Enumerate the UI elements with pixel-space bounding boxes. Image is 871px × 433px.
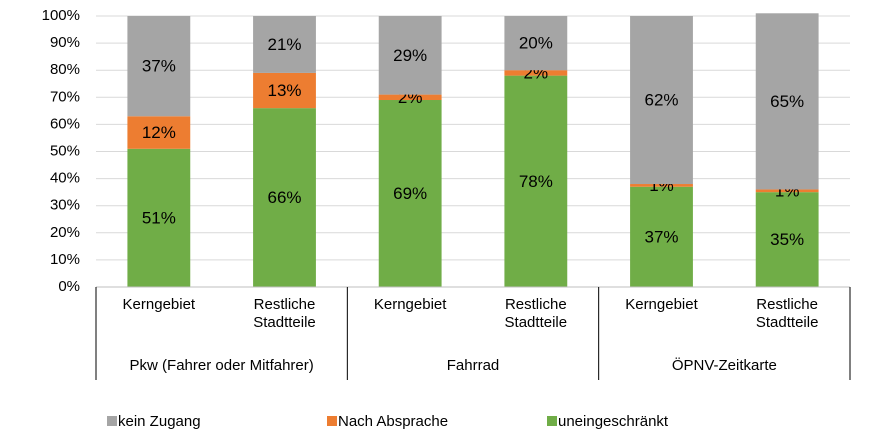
value-label: 37% xyxy=(142,57,176,76)
bar-segment xyxy=(755,13,819,190)
bar-segment xyxy=(253,108,316,287)
value-label: 37% xyxy=(644,227,678,246)
legend-swatch xyxy=(107,416,117,426)
x-tick-label: Kerngebiet xyxy=(122,296,196,313)
value-label: 65% xyxy=(770,92,804,111)
value-label: 69% xyxy=(393,184,427,203)
y-tick-label: 30% xyxy=(50,197,80,214)
bar-segment xyxy=(378,100,442,287)
value-label: 12% xyxy=(142,123,176,142)
bar-segment xyxy=(378,94,442,101)
y-tick-label: 70% xyxy=(50,88,80,105)
value-label: 29% xyxy=(393,46,427,65)
bar-segment xyxy=(630,186,693,287)
y-tick-label: 50% xyxy=(50,142,80,159)
value-label: 51% xyxy=(142,208,176,227)
bar-segment xyxy=(127,116,191,149)
legend-label: Nach Absprache xyxy=(338,413,448,430)
bar-segment xyxy=(630,16,693,185)
y-tick-label: 80% xyxy=(50,61,80,78)
y-tick-label: 90% xyxy=(50,34,80,51)
y-tick-label: 20% xyxy=(50,224,80,241)
legend-label: uneingeschränkt xyxy=(558,413,669,430)
bar-segment xyxy=(378,16,442,95)
x-tick-label: Kerngebiet xyxy=(373,296,447,313)
legend-label: kein Zugang xyxy=(118,413,201,430)
legend-swatch xyxy=(327,416,337,426)
group-label: ÖPNV-Zeitkarte xyxy=(672,356,777,374)
bar-segment xyxy=(504,75,568,288)
bar-segment xyxy=(755,189,819,193)
bar-segment xyxy=(127,148,191,287)
bar-segment xyxy=(755,192,819,287)
y-tick-label: 40% xyxy=(50,170,80,187)
y-tick-label: 10% xyxy=(50,251,80,268)
x-tick-label: Restliche Stadtteile xyxy=(253,296,316,331)
group-label: Pkw (Fahrer oder Mitfahrer) xyxy=(130,357,314,374)
y-tick-label: 100% xyxy=(42,7,80,24)
group-label: Fahrrad xyxy=(447,357,500,374)
value-label: 21% xyxy=(267,35,301,54)
value-label: 62% xyxy=(644,90,678,109)
y-tick-label: 0% xyxy=(58,278,80,295)
value-label: 35% xyxy=(770,230,804,249)
y-tick-label: 60% xyxy=(50,115,80,132)
legend-swatch xyxy=(547,416,557,426)
bar-segment xyxy=(504,70,568,76)
bar-segment xyxy=(253,72,316,109)
x-tick-label: Restliche Stadtteile xyxy=(504,296,568,331)
value-label: 20% xyxy=(519,34,553,53)
bar-segment xyxy=(630,184,693,187)
bar-segment xyxy=(504,16,568,71)
value-label: 66% xyxy=(267,188,301,207)
x-tick-label: Restliche Stadtteile xyxy=(755,296,819,331)
bar-segment xyxy=(127,16,191,117)
value-label: 78% xyxy=(519,172,553,191)
bar-segment xyxy=(253,16,316,73)
value-label: 13% xyxy=(267,81,301,100)
x-tick-label: Kerngebiet xyxy=(625,296,698,313)
